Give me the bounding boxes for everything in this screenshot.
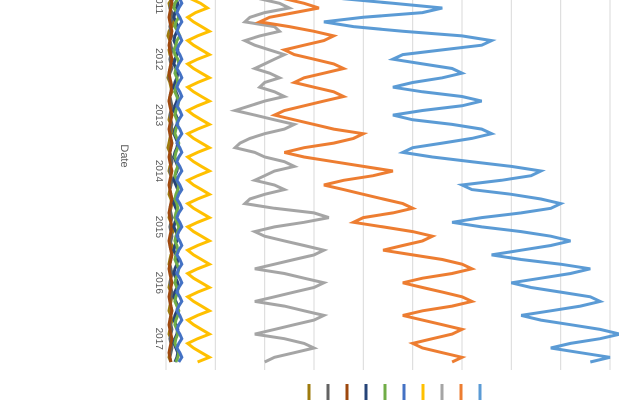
series-line-7 bbox=[184, 0, 213, 364]
series-line-9 bbox=[254, 0, 477, 364]
x-tick-label: 2011 bbox=[153, 0, 164, 14]
grid-layer bbox=[165, 0, 611, 370]
x-tick-label: 2012 bbox=[153, 48, 164, 71]
x-tick-labels: 2011 2012 2013 2014 2015 2016 2017 bbox=[153, 0, 164, 350]
series-line-5 bbox=[172, 0, 182, 363]
series-line-6 bbox=[175, 0, 184, 363]
x-tick-label: 2015 bbox=[153, 216, 164, 239]
legend bbox=[307, 384, 482, 400]
x-tick-label: 2016 bbox=[153, 272, 164, 295]
x-tick-label: 2014 bbox=[153, 160, 164, 183]
x-tick-label: 2013 bbox=[153, 104, 164, 127]
x-tick-label: 2017 bbox=[153, 328, 164, 351]
x-axis-title: Date bbox=[118, 144, 130, 167]
series-line-3 bbox=[167, 0, 174, 363]
series-layer bbox=[166, 0, 619, 364]
series-line-8 bbox=[229, 0, 330, 364]
series-line-10 bbox=[323, 0, 619, 364]
